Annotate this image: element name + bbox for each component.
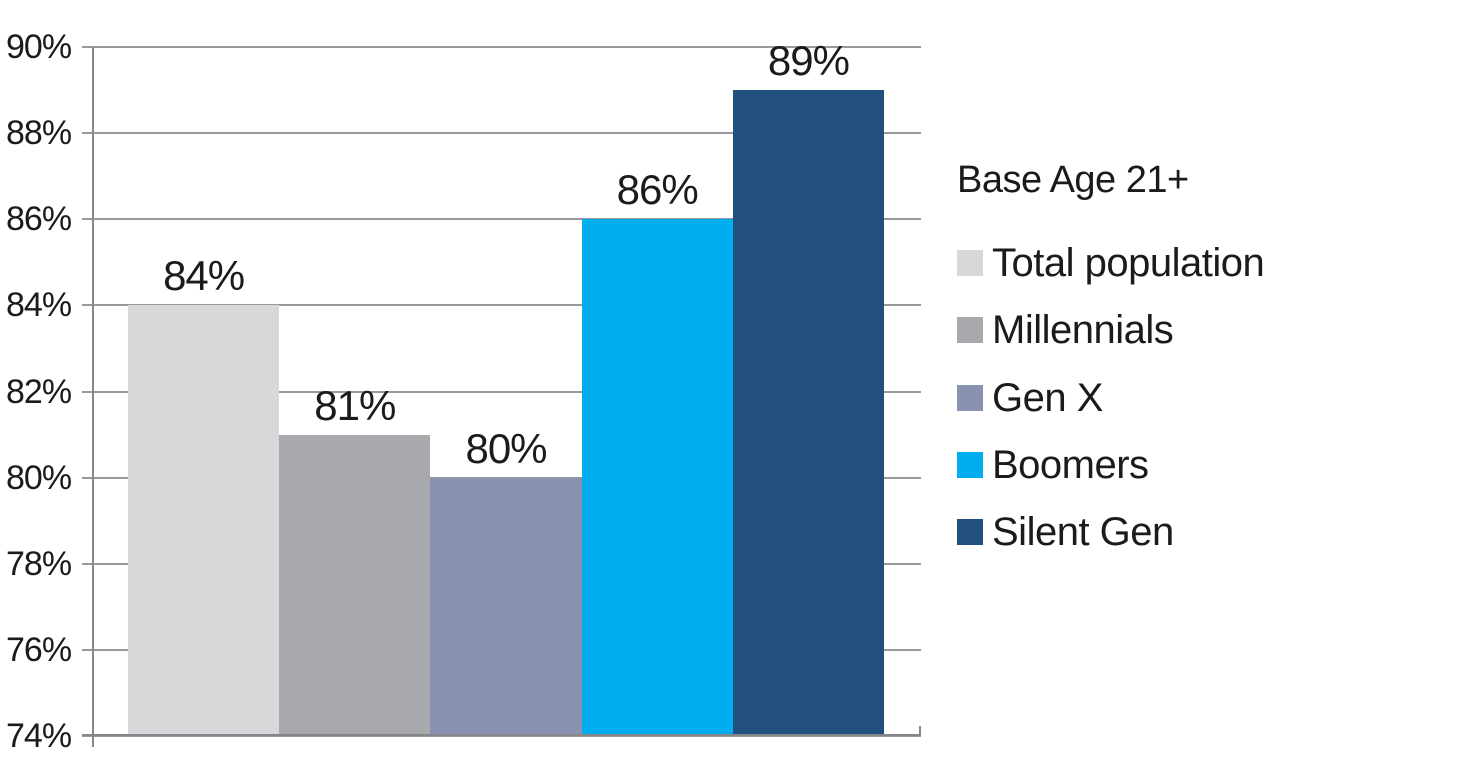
gridline-86 [82,218,921,221]
bar-value-label: 86% [616,166,699,214]
gridline-84 [82,304,921,307]
legend: Base Age 21+ Total population Millennials… [957,0,1477,764]
legend-title: Base Age 21+ [957,159,1189,201]
bar-value-label: 81% [314,381,396,429]
gridline-88 [82,132,921,135]
gridline-74 [82,735,921,737]
bar-gen-x [430,477,582,736]
bar-value-label: 84% [163,252,245,300]
y-axis-line [92,47,94,747]
bar-millennials [279,434,431,736]
y-tick-label: 84% [6,286,72,325]
y-tick-label: 86% [6,200,72,239]
y-tick-label: 80% [6,458,72,497]
legend-swatch [957,519,983,545]
gridline-82 [82,390,921,393]
legend-item-label: Silent Gen [992,510,1174,554]
bar-boomers [581,219,733,736]
legend-item-boomers: Boomers [957,443,1149,487]
legend-item-total-population: Total population [957,241,1265,285]
legend-item-label: Millennials [992,308,1174,353]
y-tick-label: 90% [6,28,72,66]
y-tick-label: 88% [6,114,72,153]
y-tick-label: 82% [6,372,72,411]
legend-item-label: Gen X [992,375,1103,420]
legend-item-label: Total population [992,241,1265,285]
bar-value-label: 80% [465,424,547,472]
x-axis-end-tick [919,726,921,735]
legend-swatch [957,317,983,344]
legend-swatch [957,384,983,411]
y-tick-label: 74% [6,717,72,755]
x-axis-line [82,734,921,736]
bar-silent-gen [732,90,884,736]
gridline-90 [82,46,921,48]
bar-total-population [128,305,280,736]
bar-value-label: 89% [767,37,850,85]
legend-item-gen-x: Gen X [957,376,1103,420]
y-tick-label: 76% [6,630,72,669]
y-tick-label: 78% [6,544,72,583]
legend-item-silent-gen: Silent Gen [957,510,1174,554]
legend-swatch [957,250,983,276]
plot-area: 84% 81% 80% 86% 89% [82,40,921,737]
legend-item-label: Boomers [992,442,1149,487]
legend-swatch [957,451,983,478]
legend-item-millennials: Millennials [957,308,1174,353]
